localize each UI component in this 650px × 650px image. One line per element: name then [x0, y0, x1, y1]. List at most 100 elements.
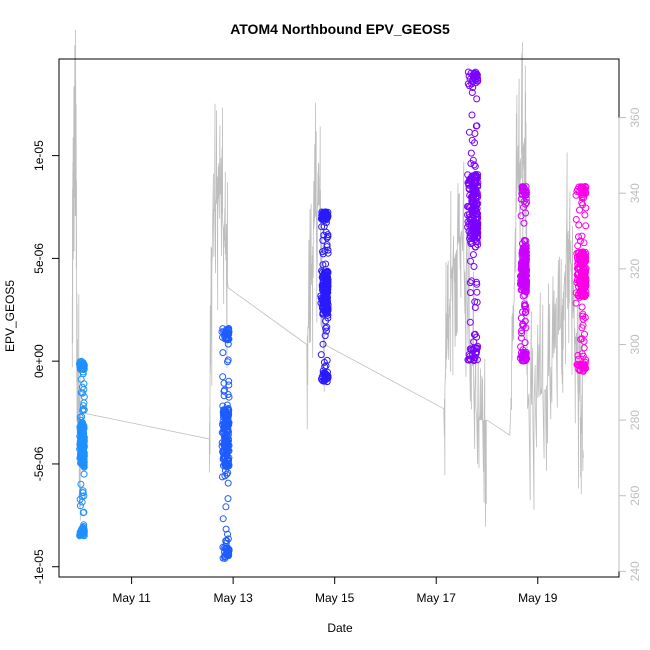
data-point — [322, 327, 330, 335]
data-point — [80, 406, 88, 414]
data-point — [224, 495, 232, 503]
data-point — [319, 248, 326, 256]
data-point — [80, 470, 88, 478]
axes-layer: May 11 May 13 May 15 May 17 May 19 -1e-05 -5e-… — [32, 107, 642, 605]
data-point — [471, 330, 479, 338]
data-point — [578, 324, 586, 332]
data-point — [520, 352, 527, 360]
data-point — [574, 242, 582, 250]
data-point — [224, 358, 231, 366]
data-point — [224, 479, 232, 487]
data-point — [522, 189, 530, 197]
data-point — [471, 228, 479, 236]
data-point — [323, 323, 331, 331]
data-point — [79, 402, 87, 410]
data-point — [572, 289, 580, 297]
data-point — [469, 220, 477, 228]
data-point — [580, 189, 588, 196]
y2-tick-label: 240 — [628, 561, 642, 581]
data-point — [223, 420, 231, 428]
data-point — [577, 335, 585, 343]
data-point — [79, 360, 87, 368]
data-point — [76, 495, 84, 503]
data-point — [578, 232, 586, 240]
data-point — [521, 300, 529, 308]
data-point — [521, 286, 529, 294]
data-point — [575, 221, 583, 229]
data-point — [470, 263, 478, 270]
data-point — [517, 314, 525, 322]
data-point — [466, 318, 474, 326]
y-tick-label: 5e-06 — [32, 243, 46, 274]
data-point — [224, 340, 232, 348]
data-point — [580, 337, 588, 345]
data-point — [521, 244, 529, 252]
data-point — [579, 267, 587, 275]
data-point — [466, 232, 474, 240]
data-point — [322, 301, 330, 309]
data-point — [473, 210, 481, 218]
x-tick-label: May 13 — [213, 591, 253, 605]
data-point — [80, 365, 88, 373]
data-point — [579, 315, 587, 323]
data-point — [80, 393, 88, 401]
data-point — [80, 492, 88, 500]
y-tick-label: -5e-06 — [32, 446, 46, 481]
data-point — [466, 345, 474, 353]
data-point — [473, 71, 480, 79]
data-point — [222, 503, 230, 511]
data-point — [76, 530, 84, 538]
data-point — [471, 130, 479, 137]
y2-tick-label: 300 — [628, 334, 642, 354]
data-point — [466, 175, 474, 183]
data-point — [77, 459, 84, 467]
data-point — [520, 282, 528, 290]
y-tick-label: -1e-05 — [32, 549, 46, 584]
x-tick-label: May 11 — [112, 591, 151, 605]
series-3 — [317, 208, 332, 386]
series-4 — [464, 68, 482, 365]
secondary-line-layer — [71, 30, 584, 527]
data-point — [78, 421, 86, 429]
data-point — [78, 383, 86, 391]
data-point — [517, 212, 525, 220]
data-point — [467, 237, 475, 245]
data-point — [324, 314, 332, 322]
y-tick-label: 1e-05 — [32, 140, 46, 171]
data-point — [320, 272, 328, 280]
data-point — [579, 201, 587, 209]
data-point — [79, 489, 87, 497]
data-point — [473, 298, 481, 306]
data-point — [464, 356, 472, 364]
data-point — [471, 191, 479, 199]
data-point — [467, 257, 474, 265]
data-point — [572, 191, 580, 199]
data-point — [470, 232, 478, 240]
data-point — [220, 392, 228, 400]
data-point — [324, 231, 332, 239]
data-point — [465, 220, 473, 228]
data-point — [318, 223, 326, 231]
data-point — [222, 449, 230, 457]
data-point — [520, 349, 528, 357]
data-point — [219, 515, 227, 523]
data-point — [324, 283, 332, 291]
data-point — [225, 381, 233, 389]
data-point — [77, 480, 85, 488]
data-point — [221, 432, 229, 440]
data-point — [321, 332, 329, 340]
data-point — [518, 329, 526, 337]
data-point — [469, 78, 477, 86]
data-point — [221, 472, 229, 480]
data-point — [572, 216, 580, 223]
data-point — [223, 432, 231, 440]
data-point — [78, 439, 86, 447]
plot-frame — [58, 58, 620, 578]
data-point — [521, 353, 529, 361]
data-point — [80, 399, 88, 407]
data-point — [80, 523, 88, 530]
data-point — [323, 375, 331, 383]
data-point — [219, 349, 227, 357]
data-point — [220, 413, 227, 421]
data-point — [321, 300, 329, 307]
